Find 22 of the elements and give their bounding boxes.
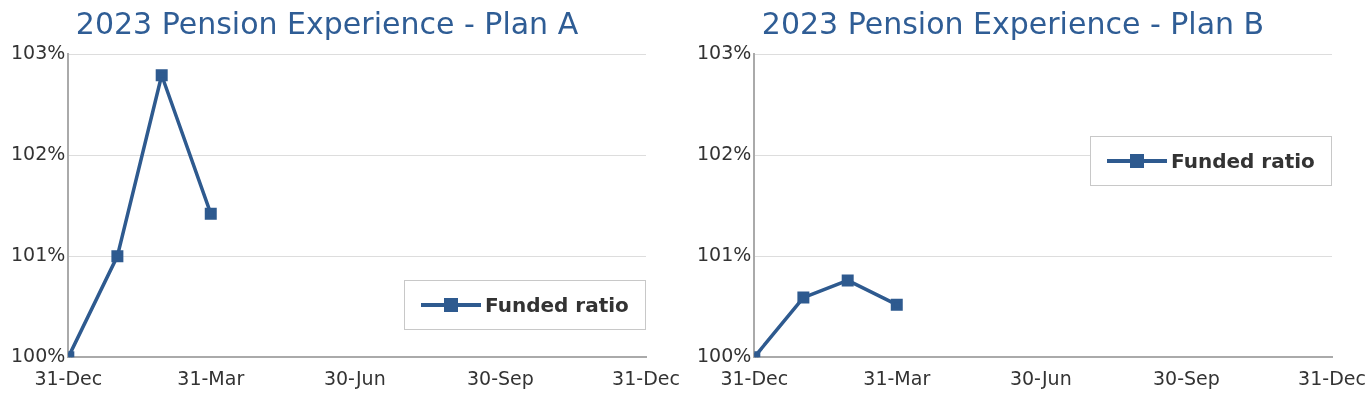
- x-tick-label: 31-Dec: [34, 366, 103, 389]
- chart-title: 2023 Pension Experience - Plan A: [75, 5, 579, 41]
- y-tick-label: 103%: [696, 40, 752, 63]
- legend-label: Funded ratio: [485, 293, 629, 318]
- x-tick-label: 31-Dec: [612, 366, 680, 389]
- y-tick-label: 100%: [696, 344, 752, 367]
- y-tick-label: 101%: [696, 243, 752, 266]
- legend-label: Funded ratio: [1171, 148, 1315, 173]
- x-tick-label: 30-Jun: [1009, 366, 1072, 389]
- y-tick-label: 102%: [696, 142, 752, 164]
- x-tick-label: 30-Sep: [1152, 366, 1220, 389]
- x-tick-label: 31-Mar: [177, 366, 245, 389]
- x-tick-label: 30-Jun: [323, 366, 386, 389]
- y-tick-label: 102%: [10, 142, 66, 164]
- y-tick-label: 101%: [10, 243, 66, 266]
- x-tick-label: 31-Dec: [720, 366, 789, 389]
- x-tick-label: 31-Mar: [863, 366, 931, 389]
- y-tick-label: 100%: [10, 344, 66, 367]
- x-tick-label: 30-Sep: [466, 366, 534, 389]
- y-tick-label: 103%: [10, 40, 66, 63]
- x-tick-label: 31-Dec: [1298, 366, 1366, 389]
- chart-title: 2023 Pension Experience - Plan B: [761, 5, 1265, 41]
